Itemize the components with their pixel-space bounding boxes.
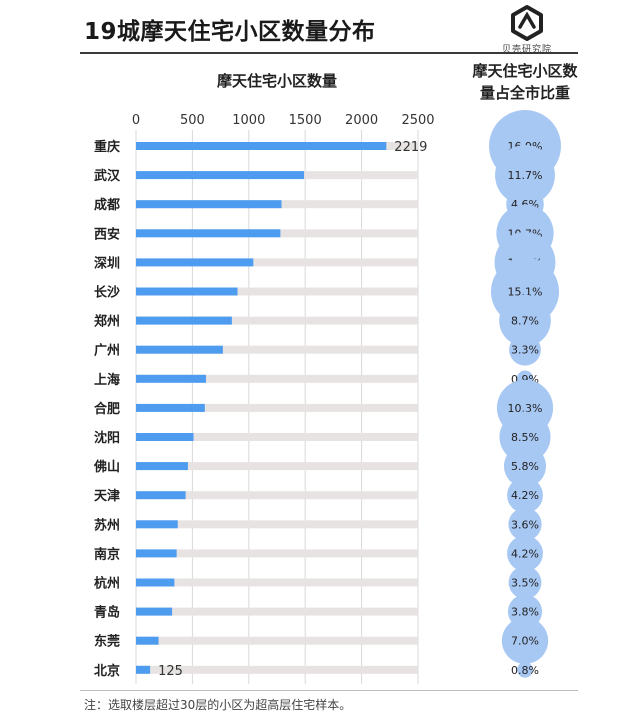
category-label: 青岛: [94, 605, 120, 621]
x-tick-label: 1500: [289, 113, 322, 128]
share-label: 10.3%: [508, 402, 543, 415]
category-label: 广州: [94, 343, 120, 359]
category-label: 成都: [94, 197, 120, 213]
category-label: 佛山: [93, 459, 120, 475]
share-bubble: [499, 294, 551, 347]
bar-chart-header: 摩天住宅小区数量: [216, 72, 337, 90]
beike-logo-icon: [511, 5, 543, 41]
category-label: 重庆: [94, 139, 120, 155]
bar-track: [136, 520, 418, 529]
bar-value-label: 2219: [394, 140, 427, 155]
bar-track: [136, 345, 418, 354]
bar: [136, 345, 223, 354]
share-bubble: [507, 477, 543, 514]
category-label: 苏州: [94, 517, 120, 533]
bar-value-label: 125: [158, 664, 183, 679]
chart-canvas: 05001000150020002500重庆221916.9%武汉11.7%成都…: [93, 110, 561, 684]
bar-track: [136, 433, 418, 441]
share-header-line2: 量占全市比重: [479, 84, 570, 102]
bar: [136, 403, 205, 412]
bar: [136, 433, 194, 441]
share-label: 3.5%: [511, 577, 539, 590]
category-label: 杭州: [94, 576, 120, 592]
category-label: 北京: [94, 663, 120, 679]
bar-track: [136, 403, 418, 412]
category-label: 东莞: [94, 634, 120, 650]
category-label: 上海: [94, 372, 120, 388]
logo-text: 贝壳研究院: [501, 45, 552, 55]
bar: [136, 549, 177, 558]
x-tick-label: 500: [180, 113, 205, 128]
bar: [136, 520, 178, 529]
category-label: 南京: [94, 546, 120, 562]
bar-track: [136, 462, 418, 471]
share-bubble: [509, 333, 541, 366]
category-label: 沈阳: [94, 430, 120, 446]
bar-track: [136, 374, 418, 383]
bar: [136, 200, 282, 209]
bar: [136, 491, 186, 500]
bar-track: [136, 578, 418, 587]
bar: [136, 374, 206, 383]
bar: [136, 171, 305, 180]
x-tick-label: 2000: [345, 113, 378, 128]
share-bubble: [503, 445, 547, 488]
bar: [136, 665, 151, 674]
share-label: 8.5%: [511, 431, 539, 444]
share-label: 3.3%: [511, 344, 539, 357]
share-label: 0.8%: [511, 664, 539, 677]
share-bubble: [508, 566, 542, 599]
category-label: 合肥: [94, 401, 120, 417]
share-label: 3.6%: [511, 518, 539, 531]
bar-track: [136, 665, 418, 674]
x-tick-label: 1000: [232, 113, 265, 128]
share-label: 4.2%: [511, 547, 539, 560]
x-tick-label: 0: [132, 113, 140, 128]
bar: [136, 462, 188, 471]
category-label: 长沙: [94, 285, 120, 301]
share-label: 4.2%: [511, 489, 539, 502]
share-header: 摩天住宅小区数 量占全市比重: [440, 60, 610, 104]
footnote: 注：选取楼层超过30层的小区为超高层住宅样本。: [84, 698, 352, 712]
share-label: 11.7%: [508, 169, 543, 182]
share-bubble: [517, 661, 533, 678]
share-label: 7.0%: [511, 635, 539, 648]
title-divider: [80, 52, 578, 54]
bar-track: [136, 491, 418, 500]
bar: [136, 258, 254, 267]
chart-title: 19城摩天住宅小区数量分布: [84, 19, 376, 45]
bar-track: [136, 287, 418, 296]
bar: [136, 287, 238, 296]
share-bubble: [495, 145, 555, 206]
category-label: 深圳: [94, 255, 120, 271]
bar-track: [136, 607, 418, 616]
share-label: 3.8%: [511, 606, 539, 619]
share-header-line1: 摩天住宅小区数: [472, 62, 578, 80]
bar: [136, 636, 159, 645]
share-label: 15.1%: [508, 286, 543, 299]
bar: [136, 316, 232, 325]
share-bubble: [508, 507, 542, 541]
bar: [136, 578, 175, 587]
bar: [136, 229, 281, 238]
x-tick-label: 2500: [401, 113, 434, 128]
bar: [136, 607, 173, 616]
bar-track: [136, 258, 418, 267]
footer-divider: [80, 690, 578, 691]
category-label: 郑州: [94, 314, 120, 330]
share-bubble: [501, 617, 549, 664]
category-label: 西安: [94, 226, 120, 242]
category-label: 武汉: [94, 168, 121, 184]
share-label: 8.7%: [511, 315, 539, 328]
bar: [136, 142, 387, 150]
bar-track: [136, 549, 418, 558]
share-label: 5.8%: [511, 460, 539, 473]
category-label: 天津: [94, 488, 120, 504]
bar-track: [136, 636, 418, 645]
bar-track: [136, 316, 418, 325]
share-bubble: [507, 535, 543, 572]
